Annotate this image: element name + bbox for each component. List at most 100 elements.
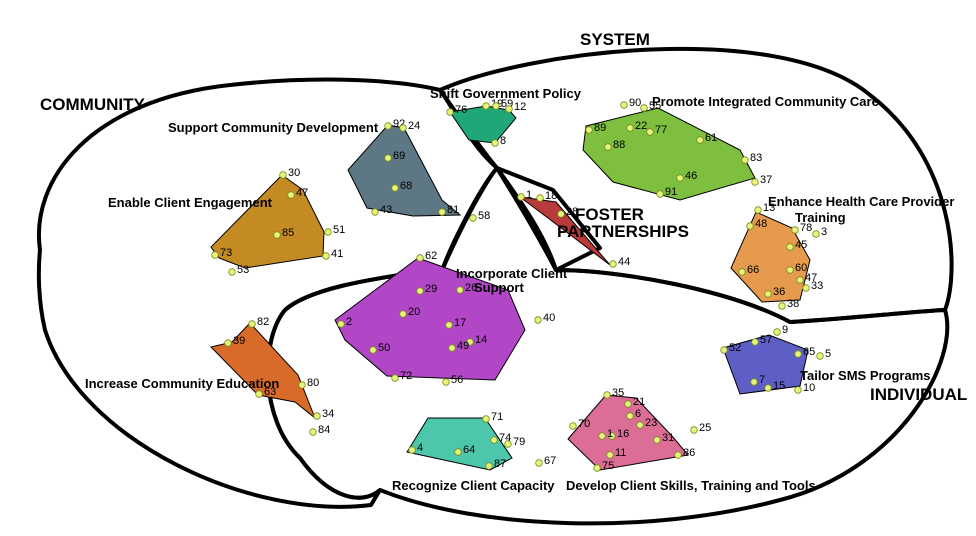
point-50	[370, 347, 377, 354]
concept-map: 761959128Shift Government Policy92246968…	[0, 0, 976, 536]
point-label-43: 43	[380, 204, 392, 216]
point-74	[491, 437, 498, 444]
point-label-65: 65	[803, 346, 815, 358]
point-21	[625, 401, 632, 408]
point-35	[604, 392, 611, 399]
point-81	[439, 209, 446, 216]
point-10	[795, 387, 802, 394]
point-6	[627, 413, 634, 420]
point-label-8: 8	[500, 135, 506, 147]
point-label-49: 49	[457, 340, 469, 352]
point-label-34: 34	[322, 408, 334, 420]
point-label-64: 64	[463, 444, 475, 456]
cluster-label2-incorporate-client-support: Support	[474, 280, 524, 295]
point-56	[443, 379, 450, 386]
point-label-38: 38	[787, 298, 799, 310]
point-55	[641, 105, 648, 112]
point-89	[586, 127, 593, 134]
point-label-76: 76	[455, 104, 467, 116]
point-40	[535, 317, 542, 324]
point-69	[385, 155, 392, 162]
point-label-39: 39	[233, 335, 245, 347]
point-label-31: 31	[662, 432, 674, 444]
point-12	[506, 106, 513, 113]
point-label-56: 56	[451, 374, 463, 386]
point-91	[657, 191, 664, 198]
point-88	[605, 144, 612, 151]
point-51	[325, 229, 332, 236]
cluster-shift-government-policy: 761959128Shift Government Policy	[430, 86, 582, 147]
point-label-6: 6	[635, 408, 641, 420]
cluster-label-recognize-client-capacity: Recognize Client Capacity	[392, 478, 555, 493]
cluster-recognize-client-capacity: 7174794648767Recognize Client Capacity	[392, 411, 556, 493]
point-36	[765, 291, 772, 298]
point-label-58: 58	[478, 210, 490, 222]
region-label-2: INDIVIDUAL	[870, 385, 967, 404]
point-label-2: 2	[346, 316, 352, 328]
point-label-14: 14	[475, 334, 487, 346]
point-23	[637, 422, 644, 429]
point-63	[256, 391, 263, 398]
point-37	[752, 179, 759, 186]
point-label-61: 61	[705, 132, 717, 144]
point-70	[570, 423, 577, 430]
point-64	[455, 449, 462, 456]
point-65	[795, 351, 802, 358]
point-5	[817, 353, 824, 360]
point-label-3: 3	[821, 226, 827, 238]
point-label-29: 29	[425, 283, 437, 295]
cluster-label-enhance-health-care-provider-training: Enhance Health Care Provider	[768, 194, 954, 209]
point-label-5: 5	[825, 348, 831, 360]
point-26	[457, 287, 464, 294]
point-66	[739, 269, 746, 276]
cluster-label-enable-client-engagement: Enable Client Engagement	[108, 195, 273, 210]
point-label-7: 7	[759, 374, 765, 386]
cluster-label-tailor-sms-programs: Tailor SMS Programs	[800, 368, 931, 383]
cluster-label2-enhance-health-care-provider-training: Training	[795, 210, 846, 225]
point-76	[447, 109, 454, 116]
point-83	[742, 157, 749, 164]
point-13	[755, 207, 762, 214]
point-label-80: 80	[307, 377, 319, 389]
point-31	[654, 437, 661, 444]
point-label-81: 81	[447, 204, 459, 216]
point-label-25: 25	[699, 422, 711, 434]
point-label-51: 51	[333, 224, 345, 236]
point-82	[249, 321, 256, 328]
point-78	[792, 227, 799, 234]
point-label-30: 30	[288, 167, 300, 179]
point-label-84: 84	[318, 424, 330, 436]
point-label-4: 4	[417, 442, 423, 454]
point-34	[314, 413, 321, 420]
point-label-15: 15	[773, 380, 785, 392]
point-label-46: 46	[685, 170, 697, 182]
point-57	[752, 339, 759, 346]
point-label-22: 22	[635, 120, 647, 132]
point-label-57: 57	[760, 334, 772, 346]
point-7	[751, 379, 758, 386]
point-59	[493, 103, 500, 110]
point-label-73: 73	[220, 247, 232, 259]
point-label-47: 47	[296, 187, 308, 199]
point-39	[225, 340, 232, 347]
point-label-68: 68	[400, 180, 412, 192]
point-49	[449, 345, 456, 352]
point-92	[385, 123, 392, 130]
point-3	[813, 231, 820, 238]
cluster-incorporate-client-support: 62292640220171449507256Incorporate Clien…	[335, 250, 568, 386]
point-46	[677, 175, 684, 182]
point-label-69: 69	[393, 150, 405, 162]
point-label-48: 48	[755, 218, 767, 230]
point-77	[647, 129, 654, 136]
point-73	[212, 252, 219, 259]
point-label-89: 89	[594, 122, 606, 134]
point-79	[505, 441, 512, 448]
point-28	[558, 211, 565, 218]
point-47	[797, 277, 804, 284]
point-label-37: 37	[760, 174, 772, 186]
point-label-35: 35	[612, 387, 624, 399]
point-label-88: 88	[613, 139, 625, 151]
point-label-36: 36	[773, 286, 785, 298]
point-label-66: 66	[747, 264, 759, 276]
point-68	[392, 185, 399, 192]
